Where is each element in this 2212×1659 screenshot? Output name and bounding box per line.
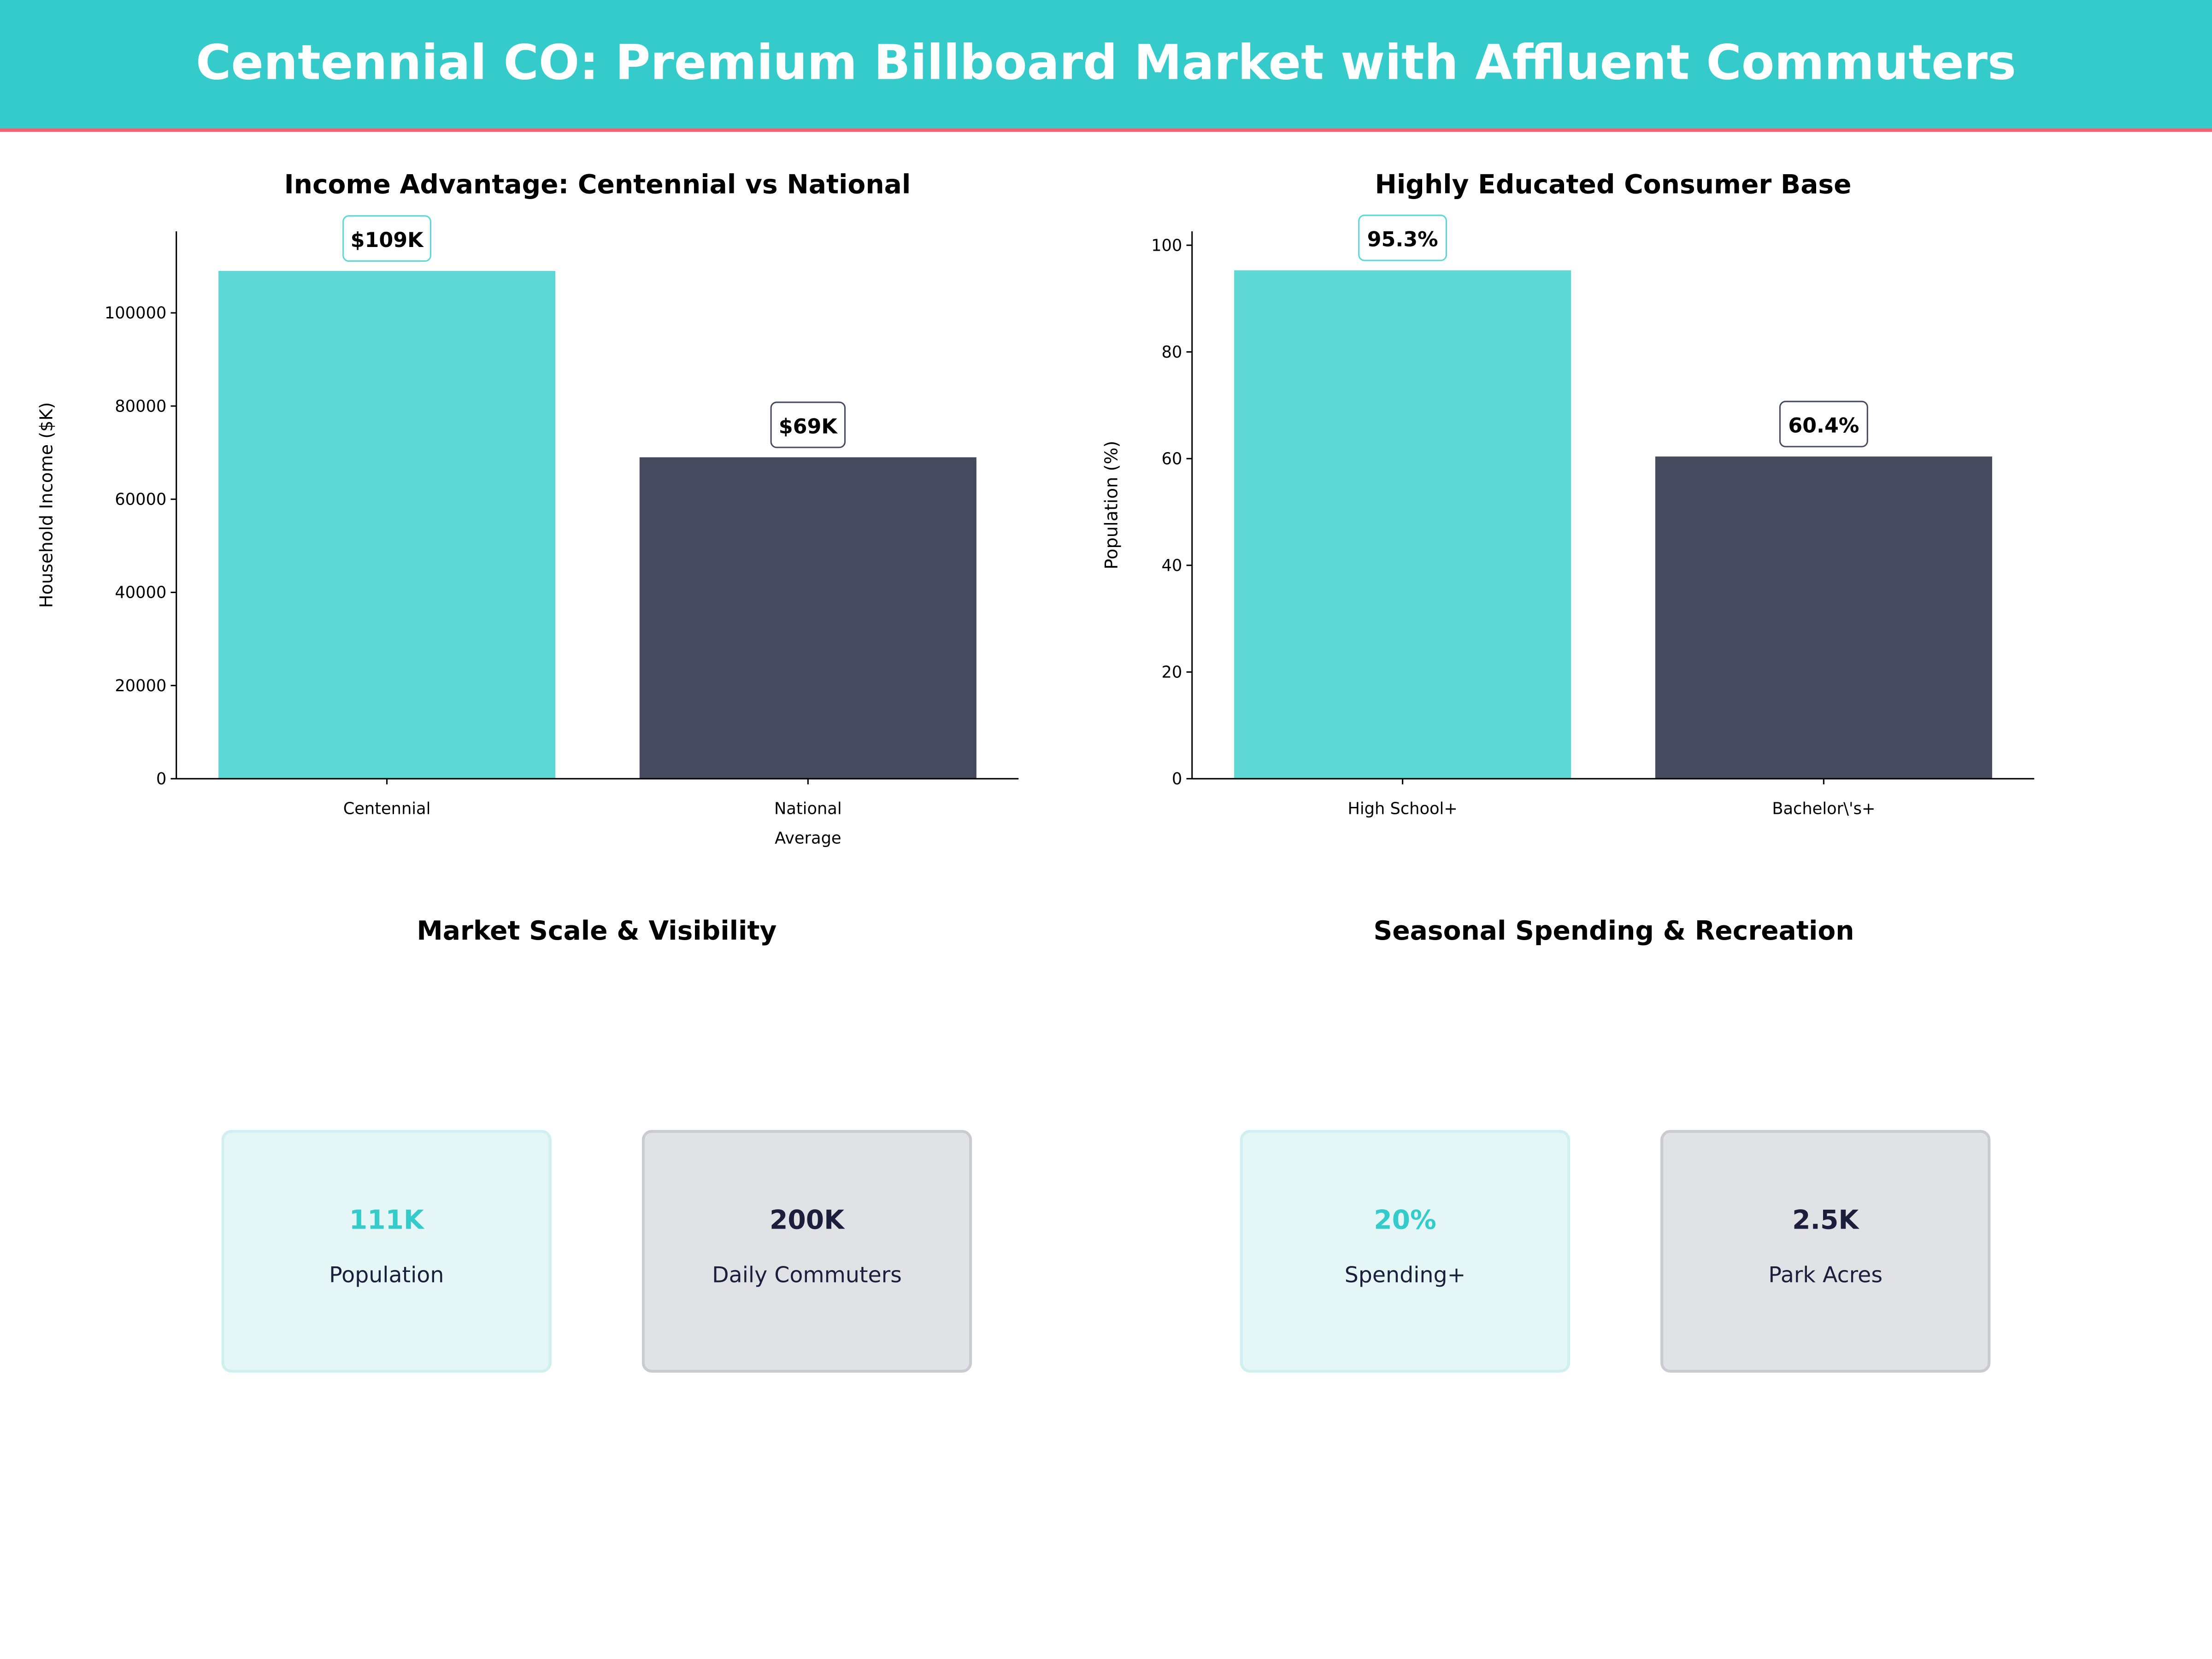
kpi-label: Daily Commuters bbox=[712, 1263, 902, 1288]
x-tick-label: National bbox=[774, 799, 842, 818]
y-tick-label: 0 bbox=[156, 770, 166, 788]
panel-title-seasonal: Seasonal Spending & Recreation bbox=[1373, 916, 1854, 946]
y-axis-label: Population (%) bbox=[1101, 441, 1122, 569]
data-label-box bbox=[1779, 400, 1868, 447]
bar bbox=[1234, 270, 1571, 779]
bar bbox=[639, 457, 977, 779]
data-label: $109K bbox=[351, 229, 424, 252]
kpi-label: Park Acres bbox=[1768, 1263, 1883, 1288]
data-label-box bbox=[342, 215, 431, 262]
kpi-card: 111K Population bbox=[221, 1130, 552, 1373]
y-tick-label: 0 bbox=[1172, 770, 1182, 788]
kpi-label: Spending+ bbox=[1345, 1263, 1466, 1288]
header-bar bbox=[0, 0, 2212, 129]
data-label: $69K bbox=[779, 415, 838, 438]
kpi-cards: 111K Population 200K Daily Commuters 20% Spen… bbox=[221, 1130, 1991, 1373]
y-tick-label: 100 bbox=[1151, 236, 1182, 255]
kpi-value: 20% bbox=[1374, 1205, 1436, 1235]
data-label-box bbox=[1358, 214, 1447, 261]
kpi-label: Population bbox=[329, 1263, 444, 1288]
x-tick-label: High School+ bbox=[1347, 799, 1457, 818]
header-accent-line bbox=[0, 128, 2212, 132]
chart-title: Income Advantage: Centennial vs National bbox=[284, 169, 911, 200]
y-tick-label: 20 bbox=[1162, 663, 1182, 682]
kpi-card-bg bbox=[221, 1130, 552, 1373]
y-tick-label: 40 bbox=[1162, 556, 1182, 575]
y-tick-label: 80 bbox=[1162, 343, 1182, 362]
kpi-card: 20% Spending+ bbox=[1240, 1130, 1571, 1373]
x-tick-label: Average bbox=[775, 829, 841, 848]
x-tick-label: Centennial bbox=[343, 799, 431, 818]
bar bbox=[218, 271, 556, 779]
income-chart: Income Advantage: Centennial vs National… bbox=[36, 169, 1019, 848]
y-tick-label: 40000 bbox=[115, 583, 166, 602]
data-label-box bbox=[770, 401, 846, 448]
education-chart: Highly Educated Consumer Base 95.3% High S… bbox=[1101, 169, 2035, 818]
data-label: 95.3% bbox=[1367, 228, 1438, 252]
kpi-card: 2.5K Park Acres bbox=[1660, 1130, 1991, 1373]
kpi-value: 2.5K bbox=[1792, 1205, 1859, 1235]
x-tick-label: Bachelor\'s+ bbox=[1772, 799, 1875, 818]
panel-title-market: Market Scale & Visibility bbox=[417, 916, 777, 946]
y-tick-label: 60000 bbox=[115, 490, 166, 509]
bar bbox=[1655, 456, 1992, 779]
y-tick-label: 20000 bbox=[115, 677, 166, 695]
y-tick-label: 100000 bbox=[105, 304, 166, 323]
kpi-card-bg bbox=[1660, 1130, 1991, 1373]
kpi-value: 200K bbox=[770, 1205, 845, 1235]
y-axis-label: Household Income ($K) bbox=[36, 402, 57, 608]
kpi-card: 200K Daily Commuters bbox=[641, 1130, 972, 1373]
chart-title: Highly Educated Consumer Base bbox=[1375, 169, 1852, 200]
kpi-card-bg bbox=[1240, 1130, 1571, 1373]
kpi-value: 111K bbox=[349, 1205, 425, 1235]
y-tick-label: 60 bbox=[1162, 449, 1182, 468]
kpi-card-bg bbox=[641, 1130, 972, 1373]
page-title: Centennial CO: Premium Billboard Market … bbox=[196, 34, 2016, 90]
y-tick-label: 80000 bbox=[115, 397, 166, 416]
data-label: 60.4% bbox=[1788, 414, 1859, 438]
